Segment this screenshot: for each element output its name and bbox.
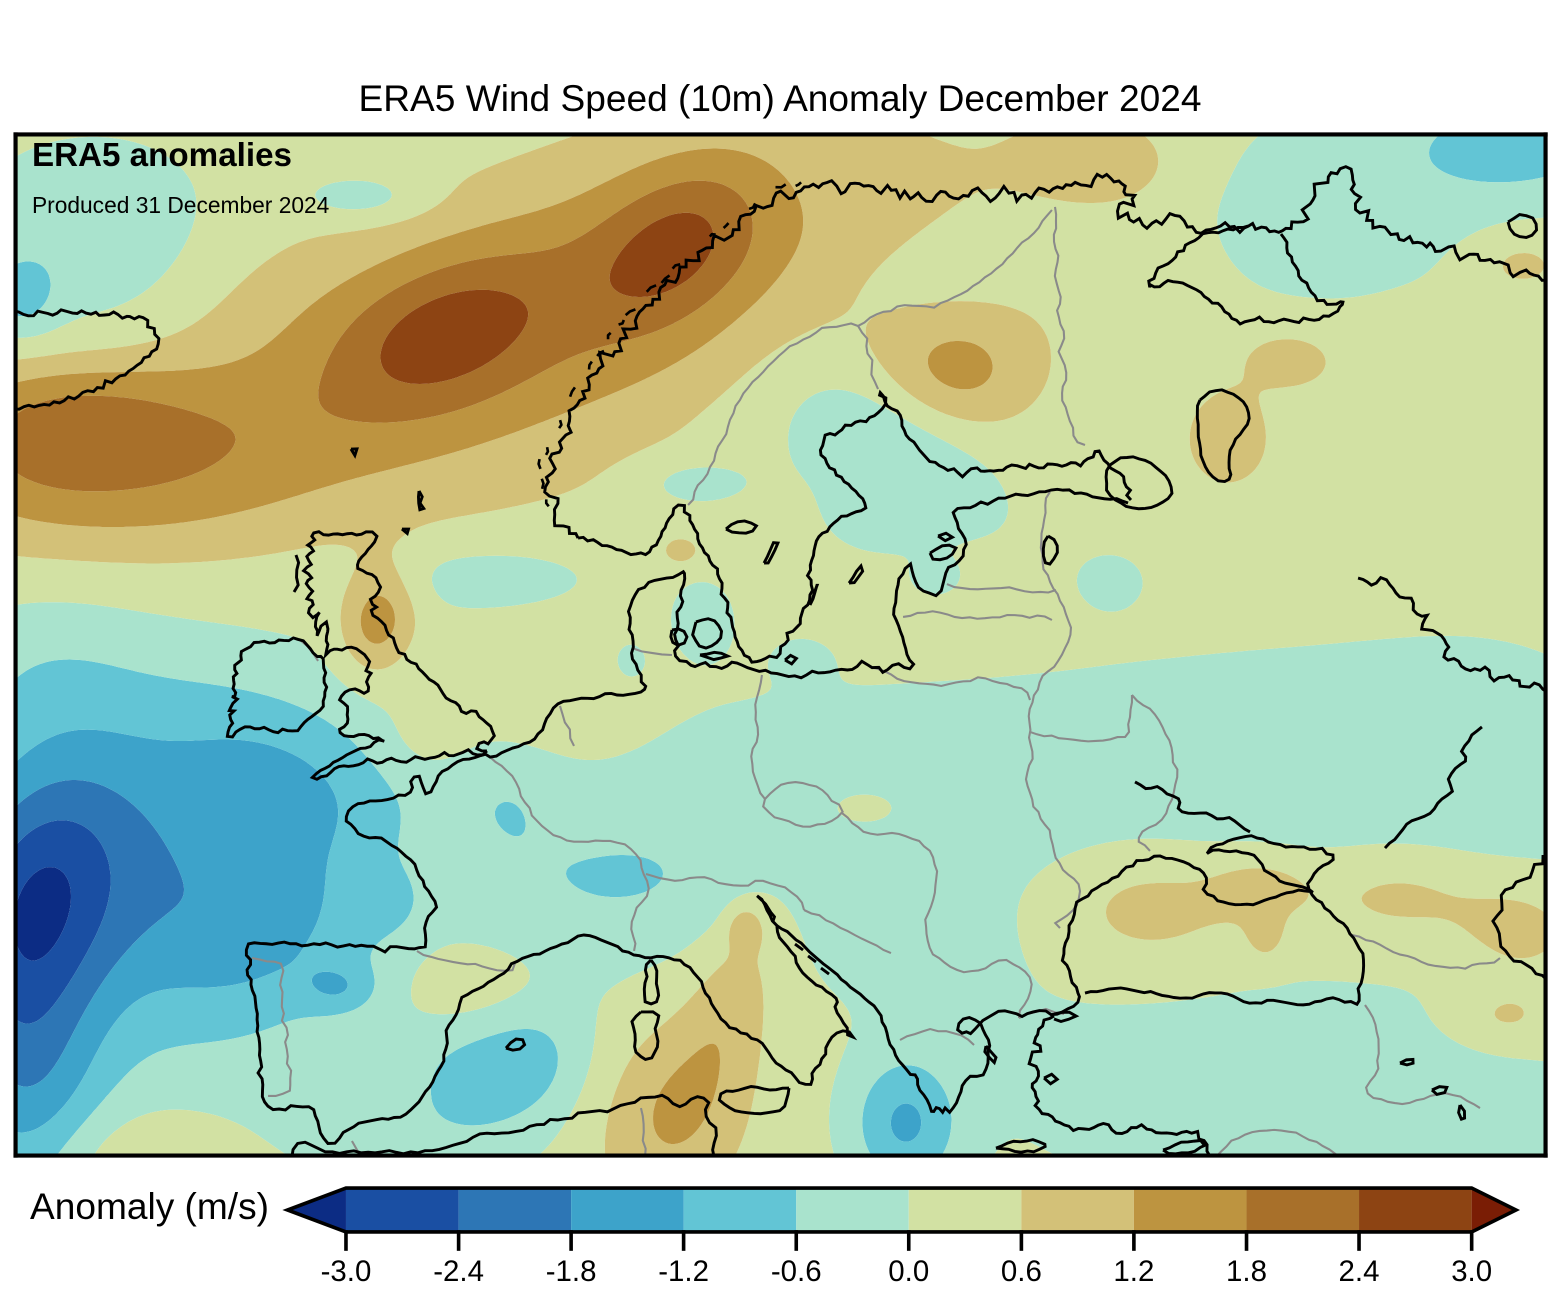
svg-text:1.2: 1.2 (1113, 1255, 1154, 1288)
svg-text:0.6: 0.6 (1001, 1255, 1042, 1288)
svg-text:0.0: 0.0 (888, 1255, 929, 1288)
svg-text:-3.0: -3.0 (321, 1255, 372, 1288)
svg-text:-0.6: -0.6 (771, 1255, 822, 1288)
svg-text:Anomaly (m/s): Anomaly (m/s) (30, 1185, 269, 1227)
svg-text:-1.8: -1.8 (546, 1255, 597, 1288)
svg-text:-1.2: -1.2 (658, 1255, 709, 1288)
svg-text:2.4: 2.4 (1339, 1255, 1380, 1288)
svg-text:ERA5 anomalies: ERA5 anomalies (32, 137, 292, 174)
svg-text:ERA5 Wind Speed (10m) Anomaly: ERA5 Wind Speed (10m) Anomaly December 2… (359, 77, 1202, 119)
svg-text:Produced 31 December 2024: Produced 31 December 2024 (32, 192, 329, 218)
svg-text:-2.4: -2.4 (433, 1255, 484, 1288)
svg-text:3.0: 3.0 (1451, 1255, 1492, 1288)
svg-text:1.8: 1.8 (1226, 1255, 1267, 1288)
